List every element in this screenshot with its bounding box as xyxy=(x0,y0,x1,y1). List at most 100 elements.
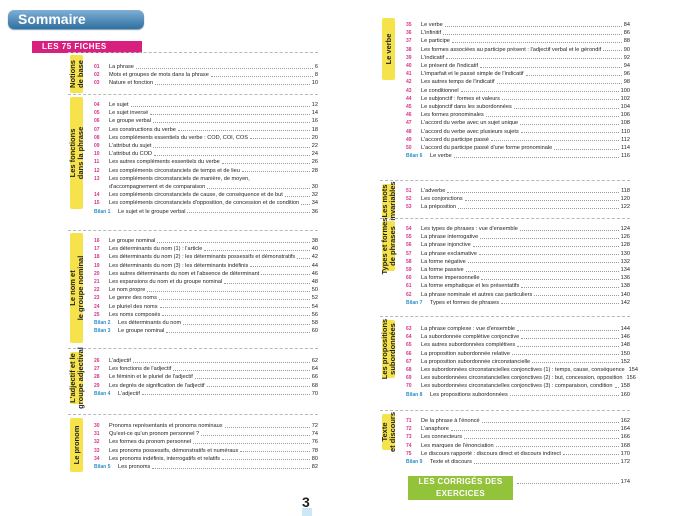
leader-dots xyxy=(224,282,310,284)
entry-title: Les expansions du nom et du groupe nomin… xyxy=(109,279,223,285)
toc-entry[interactable]: Bilan 6 Le verbe 116 xyxy=(406,152,630,160)
section-divider xyxy=(68,414,318,415)
toc-entry[interactable]: 10 L'attribut du COD 24 xyxy=(94,150,318,158)
toc-entry[interactable]: 66 La proposition subordonnée relative 150 xyxy=(406,350,630,358)
toc-entry[interactable]: 47 L'accord du verbe avec un sujet unique… xyxy=(406,119,630,127)
entry-title: L'attribut du sujet xyxy=(109,143,152,149)
entry-title: Le nom propre xyxy=(109,287,146,294)
leader-dots xyxy=(261,274,310,276)
toc-entry[interactable]: 31 Qu'est-ce qu'un pronom personnel ? 74 xyxy=(94,430,318,438)
toc-entry[interactable]: 03 Nature et fonction 10 xyxy=(94,79,318,87)
toc-entry[interactable]: 49 L'accord du participe passé 112 xyxy=(406,136,630,144)
toc-entry[interactable]: 71 De la phrase à l'énoncé 162 xyxy=(406,417,630,425)
toc-entry[interactable]: 75 Le discours rapporté : discours direct… xyxy=(406,450,630,458)
toc-entry[interactable]: 73 Les connecteurs 166 xyxy=(406,433,630,441)
toc-entry[interactable]: Bilan 4 L'adjectif 70 xyxy=(94,390,318,398)
toc-entry[interactable]: 51 L'adverbe 118 xyxy=(406,187,630,195)
toc-entry[interactable]: 22 Le nom propre 50 xyxy=(94,286,318,294)
toc-entry[interactable]: 53 La préposition 122 xyxy=(406,203,630,211)
toc-entry[interactable]: 74 Les marques de l'énonciation 168 xyxy=(406,442,630,450)
toc-entry[interactable]: Bilan 7 Types et formes de phrases 142 xyxy=(406,299,630,307)
toc-entry[interactable]: 14 Les compléments circonstanciels de cau… xyxy=(94,191,318,199)
toc-entry[interactable]: 08 Les compléments essentiels du verbe : … xyxy=(94,134,318,142)
toc-entry[interactable]: 41 L'imparfait et le passé simple de l'in… xyxy=(406,70,630,78)
toc-entry[interactable]: 18 Les déterminants du nom (2) : les déte… xyxy=(94,253,318,261)
toc-entry[interactable]: 55 La phrase interrogative 126 xyxy=(406,233,630,241)
toc-entry[interactable]: 67 La proposition subordonnée circonstanc… xyxy=(406,358,630,366)
toc-entry[interactable]: Bilan 5 Les pronoms 82 xyxy=(94,463,318,471)
toc-entry[interactable]: Bilan 1 Le sujet et le groupe verbal 36 xyxy=(94,208,318,216)
toc-entry[interactable]: 27 Les fonctions de l'adjectif 64 xyxy=(94,365,318,373)
toc-entry[interactable]: 15 Les compléments circonstanciels d'oppo… xyxy=(94,199,318,207)
toc-entry[interactable]: 05 Le sujet inversé 14 xyxy=(94,109,318,117)
toc-entry[interactable]: Bilan 9 Texte et discours 172 xyxy=(406,458,630,466)
toc-entry[interactable]: 33 Les pronoms possessifs, démonstratifs … xyxy=(94,447,318,455)
toc-entry[interactable]: 59 La forme passive 134 xyxy=(406,266,630,274)
toc-entry[interactable]: Bilan 2 Les déterminants du nom 58 xyxy=(94,319,318,327)
toc-entry[interactable]: 39 L'indicatif 92 xyxy=(406,54,630,62)
toc-entry[interactable]: 32 Les formes du pronom personnel 76 xyxy=(94,438,318,446)
entry-number: 18 xyxy=(94,254,100,261)
toc-entry[interactable]: 24 Le pluriel des noms 54 xyxy=(94,303,318,311)
toc-entry[interactable]: 34 Les pronoms indéfinis, interrogatifs e… xyxy=(94,455,318,463)
leader-dots xyxy=(464,199,619,201)
toc-entry[interactable]: 01 La phrase 6 xyxy=(94,63,318,71)
toc-entry[interactable]: 43 Le conditionnel 100 xyxy=(406,87,630,95)
toc-entry[interactable]: 62 La phrase nominale et autres cas parti… xyxy=(406,291,630,299)
toc-entry[interactable]: 57 La phrase exclamative 130 xyxy=(406,250,630,258)
toc-entry[interactable]: 44 Le subjonctif : formes et valeurs 102 xyxy=(406,95,630,103)
section-divider xyxy=(68,230,318,231)
leader-dots xyxy=(485,115,619,117)
toc-entry[interactable]: 37 Le participe 88 xyxy=(406,37,630,45)
toc-entry[interactable]: 25 Les noms composés 56 xyxy=(94,311,318,319)
toc-entry[interactable]: 58 La forme négative 132 xyxy=(406,258,630,266)
toc-entry[interactable]: 12 Les compléments circonstanciels de tem… xyxy=(94,167,318,175)
toc-entry[interactable]: 20 Les autres déterminants du nom et l'ab… xyxy=(94,270,318,278)
toc-entry[interactable]: 28 Le féminin et le pluriel de l'adjectif… xyxy=(94,373,318,381)
toc-entry[interactable]: 16 Le groupe nominal 38 xyxy=(94,237,318,245)
toc-entry[interactable]: 23 Le genre des noms 52 xyxy=(94,294,318,302)
toc-entry[interactable]: 70 Les subordonnées circonstancielles con… xyxy=(406,382,630,390)
toc-entry[interactable]: 04 Le sujet 12 xyxy=(94,101,318,109)
toc-entry[interactable]: 35 Le verbe 84 xyxy=(406,21,630,29)
toc-entry[interactable]: 06 Le groupe verbal 16 xyxy=(94,117,318,125)
toc-entry[interactable]: 56 La phrase injonctive 128 xyxy=(406,241,630,249)
toc-entry[interactable]: 09 L'attribut du sujet 22 xyxy=(94,142,318,150)
toc-entry[interactable]: 69 Les subordonnées circonstancielles con… xyxy=(406,374,636,382)
leader-dots xyxy=(222,459,310,461)
entry-title: La forme négative xyxy=(421,258,466,265)
toc-entry[interactable]: 11 Les autres compléments essentiels du v… xyxy=(94,158,318,166)
toc-entry[interactable]: 48 L'accord du verbe avec plusieurs sujet… xyxy=(406,128,630,136)
toc-entry[interactable]: 36 L'infinitif 86 xyxy=(406,29,630,37)
toc-entry[interactable]: 02 Mots et groupes de mots dans la phrase… xyxy=(94,71,318,79)
toc-entry[interactable]: 63 La phrase complexe : vue d'ensemble 144 xyxy=(406,325,630,333)
toc-entry[interactable]: 64 La subordonnée complétive conjonctive 1… xyxy=(406,333,630,341)
toc-entry[interactable]: 61 La forme emphatique et les présentatif… xyxy=(406,282,630,290)
toc-entry[interactable]: 54 Les types de phrases : vue d'ensemble 1… xyxy=(406,225,630,233)
toc-entry[interactable]: 42 Les autres temps de l'indicatif 98 xyxy=(406,78,630,86)
toc-entry[interactable]: Bilan 3 Le groupe nominal 60 xyxy=(94,327,318,335)
toc-entry[interactable]: 19 Les déterminants du nom (3) : les déte… xyxy=(94,262,318,270)
leader-dots xyxy=(562,454,619,456)
toc-entry[interactable]: 46 Les formes pronominales 106 xyxy=(406,111,630,119)
toc-entry[interactable]: 50 L'accord du participe passé d'une form… xyxy=(406,144,630,152)
entry-number: 62 xyxy=(406,291,412,298)
toc-entry[interactable]: 60 La forme impersonnelle 136 xyxy=(406,274,630,282)
toc-entry[interactable]: 29 Les degrés de signification de l'adjec… xyxy=(94,382,318,390)
toc-entry[interactable]: 13 Les compléments circonstanciels de man… xyxy=(94,175,318,183)
toc-entry[interactable]: Bilan 8 Les propositions subordonnées 160 xyxy=(406,391,630,399)
toc-entry[interactable]: 68 Les subordonnées circonstancielles con… xyxy=(406,366,638,374)
toc-entry[interactable]: 21 Les expansions du nom et du groupe nom… xyxy=(94,278,318,286)
toc-entry[interactable]: 07 Les constructions du verbe 18 xyxy=(94,126,318,134)
entry-title: Le subjonctif : formes et valeurs xyxy=(421,95,500,102)
toc-entry[interactable]: 30 Pronoms représentants et pronoms nomin… xyxy=(94,422,318,430)
toc-entry[interactable]: 40 Le présent de l'indicatif 94 xyxy=(406,62,630,70)
toc-entry[interactable]: 26 L'adjectif 62 xyxy=(94,357,318,365)
toc-entry[interactable]: 52 Les conjonctions 120 xyxy=(406,195,630,203)
toc-entry[interactable]: 17 Les déterminants du nom (1) : l'articl… xyxy=(94,245,318,253)
toc-entry[interactable]: 38 Les formes associées au participe prés… xyxy=(406,46,630,54)
toc-entry[interactable]: 65 Les autres subordonnées complétives 148 xyxy=(406,341,630,349)
toc-entry[interactable]: 72 L'anaphore 164 xyxy=(406,425,630,433)
toc-entry[interactable]: d'accompagnement et de comparaison 30 xyxy=(94,183,318,191)
toc-entry[interactable]: 45 Le subjonctif dans les subordonnées 104 xyxy=(406,103,630,111)
